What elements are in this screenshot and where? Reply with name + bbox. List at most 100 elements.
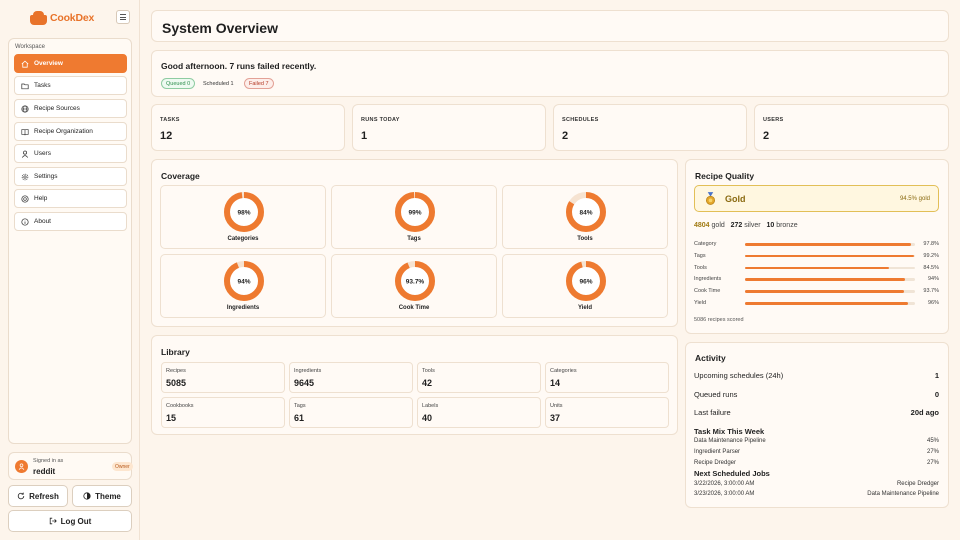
task-mix-name: Data Maintenance Pipeline (694, 438, 766, 444)
donut-fill (566, 261, 606, 301)
sidebar-item-label: Recipe Sources (34, 105, 80, 112)
sidebar-item-label: Settings (34, 173, 58, 180)
quality-progress-fill (745, 290, 905, 293)
sidebar-item-help[interactable]: Help (14, 189, 127, 208)
library-label: Units (550, 403, 563, 409)
quality-progress-track (745, 254, 915, 258)
coverage-panel: Coverage 98% Categories 99% Tags 84% Tools 94%… (151, 159, 678, 327)
task-mix-name: Recipe Dredger (694, 460, 737, 466)
library-label: Ingredients (294, 368, 322, 374)
brand-name: CookDex (50, 12, 95, 24)
quality-metric-row: Tags 99.2% (694, 252, 939, 261)
silver-count: 272 (730, 222, 743, 229)
refresh-icon (17, 492, 25, 500)
sidebar-item-overview[interactable]: Overview (14, 54, 127, 73)
activity-row-label: Last failure (694, 408, 731, 417)
quality-tier-box: Gold 94.5% gold (694, 185, 939, 212)
sidebar-item-settings[interactable]: Settings (14, 167, 127, 186)
task-mix-title: Task Mix This Week (694, 427, 765, 436)
quality-metric-name: Tools (694, 264, 707, 271)
library-value: 37 (550, 413, 561, 423)
task-mix-value: 45% (926, 438, 939, 444)
cooking-pot-icon (30, 11, 47, 25)
sidebar-item-about[interactable]: About (14, 212, 127, 231)
sidebar-item-recipe-sources[interactable]: Recipe Sources (14, 99, 127, 118)
coverage-label: Tags (407, 236, 421, 242)
help-icon (21, 194, 29, 203)
user-name: reddit (33, 467, 56, 476)
coverage-donut: 94% (224, 261, 264, 301)
task-mix-name: Ingredient Parser (694, 449, 741, 455)
nav-section-label: Workspace (15, 44, 45, 50)
library-tile: Categories 14 (545, 362, 669, 393)
user-icon (18, 463, 25, 470)
sidebar-item-label: Overview (34, 60, 63, 67)
menu-toggle-button[interactable] (116, 10, 130, 24)
gear-icon (21, 173, 29, 180)
quality-progress-fill (745, 302, 909, 305)
stat-label: TASKS (160, 117, 180, 123)
library-tile: Tags 61 (289, 397, 413, 428)
sidebar-item-users[interactable]: Users (14, 144, 127, 163)
globe-icon (21, 104, 29, 113)
stat-value: 12 (160, 130, 173, 142)
sidebar: CookDex Workspace Overview Tasks Recipe … (0, 0, 140, 540)
library-value: 40 (422, 413, 433, 423)
coverage-tile-categories: 98% Categories (160, 185, 326, 249)
library-label: Tags (294, 403, 306, 409)
refresh-label: Refresh (29, 491, 59, 501)
silver-count-label: silver (744, 222, 761, 229)
stat-card-users: USERS 2 (754, 104, 949, 151)
quality-title: Recipe Quality (695, 171, 755, 181)
coverage-percent: 99% (408, 209, 421, 216)
coverage-percent: 94% (237, 278, 250, 285)
quality-progress-fill (745, 243, 912, 246)
library-tile: Ingredients 9645 (289, 362, 413, 393)
coverage-label: Cook Time (398, 305, 430, 311)
sidebar-item-recipe-organization[interactable]: Recipe Organization (14, 122, 127, 141)
quality-tier-percent: 94.5% gold (899, 196, 930, 202)
quality-metric-percent: 97.8% (923, 241, 939, 247)
coverage-donut: 96% (566, 261, 606, 301)
library-tile: Recipes 5085 (161, 362, 285, 393)
donut-fill (566, 192, 606, 232)
library-label: Tools (422, 368, 435, 374)
theme-button[interactable]: Theme (72, 485, 132, 507)
quality-progress-track (745, 278, 915, 281)
activity-row-value: 20d ago (910, 408, 939, 417)
theme-label: Theme (95, 491, 121, 501)
sidebar-item-label: About (34, 218, 51, 225)
library-label: Recipes (166, 368, 186, 374)
donut-fill (395, 192, 435, 232)
coverage-percent: 98% (237, 209, 250, 216)
coverage-tile-cook-time: 93.7% Cook Time (331, 254, 497, 318)
library-tile: Tools 42 (417, 362, 541, 393)
library-tile: Units 37 (545, 397, 669, 428)
task-mix-value: 27% (926, 460, 939, 466)
job-time: 3/23/2026, 3:00:00 AM (694, 491, 755, 497)
bronze-count: 10 (766, 222, 775, 229)
coverage-label: Categories (227, 236, 259, 242)
quality-progress-track (745, 243, 915, 246)
quality-metric-percent: 94% (927, 276, 939, 283)
quality-metric-percent: 93.7% (923, 288, 939, 295)
bronze-count-label: bronze (776, 222, 798, 229)
library-title: Library (161, 347, 190, 357)
quality-metric-row: Category 97.8% (694, 240, 939, 249)
stat-value: 2 (562, 130, 569, 142)
coverage-percent: 96% (579, 278, 592, 285)
quality-metric-percent: 84.5% (923, 264, 939, 271)
next-jobs-title: Next Scheduled Jobs (694, 469, 770, 478)
medal-icon (706, 192, 715, 205)
logout-label: Log Out (60, 516, 92, 526)
user-card: Signed in as reddit Owner (8, 452, 133, 480)
activity-row-label: Queued runs (694, 390, 738, 399)
logout-button[interactable]: Log Out (8, 510, 132, 532)
failed-badge: Failed 7 (244, 78, 274, 89)
refresh-button[interactable]: Refresh (8, 485, 68, 507)
sidebar-item-tasks[interactable]: Tasks (14, 76, 127, 95)
quality-progress-fill (745, 254, 914, 258)
coverage-donut: 99% (395, 192, 435, 232)
quality-footnote: 5086 recipes scored (694, 317, 744, 323)
brand[interactable]: CookDex (30, 10, 94, 26)
